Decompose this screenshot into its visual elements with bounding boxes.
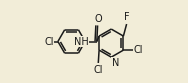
Text: Cl: Cl <box>44 37 54 46</box>
Text: Cl: Cl <box>94 65 103 75</box>
Text: Cl: Cl <box>133 45 143 55</box>
Text: NH: NH <box>74 37 88 46</box>
Text: O: O <box>95 14 102 24</box>
Text: F: F <box>124 12 129 22</box>
Text: N: N <box>112 58 119 68</box>
